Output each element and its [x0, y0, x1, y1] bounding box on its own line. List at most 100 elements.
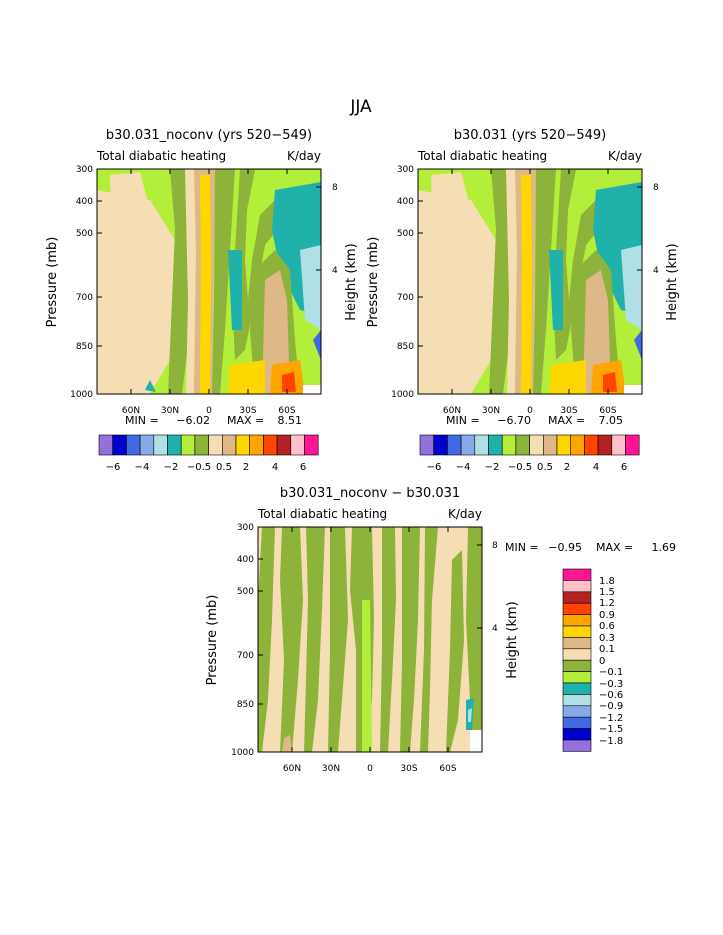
- y-tick-label: 1000: [231, 748, 254, 758]
- colorbar-label: 1.5: [599, 587, 615, 598]
- y-tick-label: 500: [237, 587, 254, 597]
- y-ticks: [258, 526, 482, 753]
- contour-fill: [400, 527, 420, 752]
- colorbar-label: −2: [485, 462, 500, 473]
- y-tick-label: 400: [237, 555, 254, 565]
- y-tick-label: 850: [237, 700, 254, 710]
- colorbar-swatch: [542, 434, 558, 456]
- y2-axis-label: Height (km): [665, 243, 680, 320]
- x-tick-label: 30N: [161, 406, 179, 416]
- colorbar-swatch: [562, 580, 592, 593]
- colorbar-swatch: [419, 434, 434, 456]
- contour-fill: [280, 527, 303, 752]
- contour-fill: [300, 245, 321, 330]
- colorbar-swatch: [222, 434, 237, 456]
- colorbar-label: 4: [272, 462, 278, 473]
- colorbar-label: 1.2: [599, 598, 615, 609]
- min-value: −6.70: [497, 414, 531, 427]
- contour-fill: [446, 550, 464, 752]
- colorbar-swatch: [126, 434, 141, 456]
- min-value: −6.02: [176, 414, 210, 427]
- colorbar-swatch: [194, 434, 209, 456]
- panel-units: K/day: [608, 149, 642, 163]
- contour-fill: [489, 169, 511, 394]
- colorbar-swatch: [501, 434, 517, 456]
- max-label: MAX =: [596, 541, 633, 554]
- contour-fill: [549, 360, 586, 394]
- colorbar-label: 0.6: [599, 621, 615, 632]
- colorbar-swatch: [556, 434, 571, 456]
- y-tick-label: 500: [76, 229, 93, 239]
- contour-fill: [466, 527, 482, 752]
- y2-tick-label: 4: [332, 266, 338, 276]
- panel-subtitle: Total diabatic heating: [257, 507, 387, 521]
- contour-fill: [521, 175, 532, 394]
- contour-fill: [431, 172, 486, 394]
- colorbar-swatch: [562, 591, 592, 604]
- colorbar-swatch: [433, 434, 448, 456]
- colorbar-swatch: [584, 434, 599, 456]
- colorbar-swatch: [474, 434, 489, 456]
- contour-fill: [549, 250, 563, 330]
- contour-fill: [420, 527, 438, 752]
- x-tick-label: 60N: [122, 406, 140, 416]
- colorbar-label: 6: [621, 462, 627, 473]
- y2-tick-label: 4: [492, 624, 498, 634]
- colorbar-label: −1.2: [599, 713, 623, 724]
- colorbar-swatch: [562, 614, 592, 627]
- colorbar: [98, 434, 319, 456]
- min-label: MIN =: [446, 414, 480, 427]
- panel-title: b30.031_noconv (yrs 520−549): [106, 128, 312, 143]
- contour-fill: [228, 360, 265, 394]
- contour-fill: [468, 708, 472, 722]
- colorbar-swatch: [562, 625, 592, 638]
- x-tick-label: 60S: [599, 406, 616, 416]
- colorbar-swatch: [290, 434, 305, 456]
- colorbar-swatch: [139, 434, 155, 456]
- y-tick-label: 400: [76, 197, 93, 207]
- contour-fill: [168, 169, 190, 394]
- panel-units: K/day: [448, 507, 482, 521]
- panel-noconv: b30.031_noconv (yrs 520−549) Total diaba…: [45, 128, 359, 473]
- colorbar-vertical: [562, 568, 592, 752]
- colorbar-label: 4: [593, 462, 599, 473]
- contour-field: [418, 169, 642, 394]
- y-tick-label: 700: [76, 293, 93, 303]
- contour-fill: [185, 169, 196, 394]
- colorbar-label: −4: [456, 462, 471, 473]
- x-tick-label: 60S: [278, 406, 295, 416]
- min-label: MIN =: [125, 414, 159, 427]
- max-label: MAX =: [227, 414, 264, 427]
- colorbar-label: −4: [135, 462, 150, 473]
- x-tick-label: 0: [527, 406, 533, 416]
- contour-fill: [470, 730, 482, 752]
- colorbar-swatch: [625, 434, 640, 456]
- contour-fill: [212, 169, 235, 394]
- colorbar-swatch: [447, 434, 462, 456]
- contour-fill: [506, 169, 517, 394]
- colorbar-swatch: [112, 434, 127, 456]
- min-value: −0.95: [548, 541, 582, 554]
- panel-subtitle: Total diabatic heating: [417, 149, 547, 163]
- colorbar-label: −0.9: [599, 701, 623, 712]
- colorbar-swatch: [263, 434, 278, 456]
- colorbar-swatch: [562, 705, 592, 718]
- y-axis-label: Pressure (mb): [366, 237, 381, 328]
- contour-fill: [624, 385, 642, 394]
- x-tick-label: 30N: [322, 764, 340, 774]
- contour-field: [258, 527, 482, 752]
- max-value: 7.05: [599, 414, 624, 427]
- colorbar-swatch: [597, 434, 613, 456]
- min-label: MIN =: [505, 541, 539, 554]
- y-tick-label: 850: [76, 342, 93, 352]
- y-tick-label: 700: [237, 651, 254, 661]
- contour-fill: [282, 735, 292, 752]
- figure-title: JJA: [349, 97, 372, 117]
- colorbar-swatch: [562, 659, 592, 672]
- colorbar: [419, 434, 640, 456]
- panel-units: K/day: [287, 149, 321, 163]
- x-tick-label: 60N: [443, 406, 461, 416]
- colorbar-swatch: [562, 648, 592, 661]
- colorbar-swatch: [304, 434, 319, 456]
- contour-field: [97, 169, 321, 394]
